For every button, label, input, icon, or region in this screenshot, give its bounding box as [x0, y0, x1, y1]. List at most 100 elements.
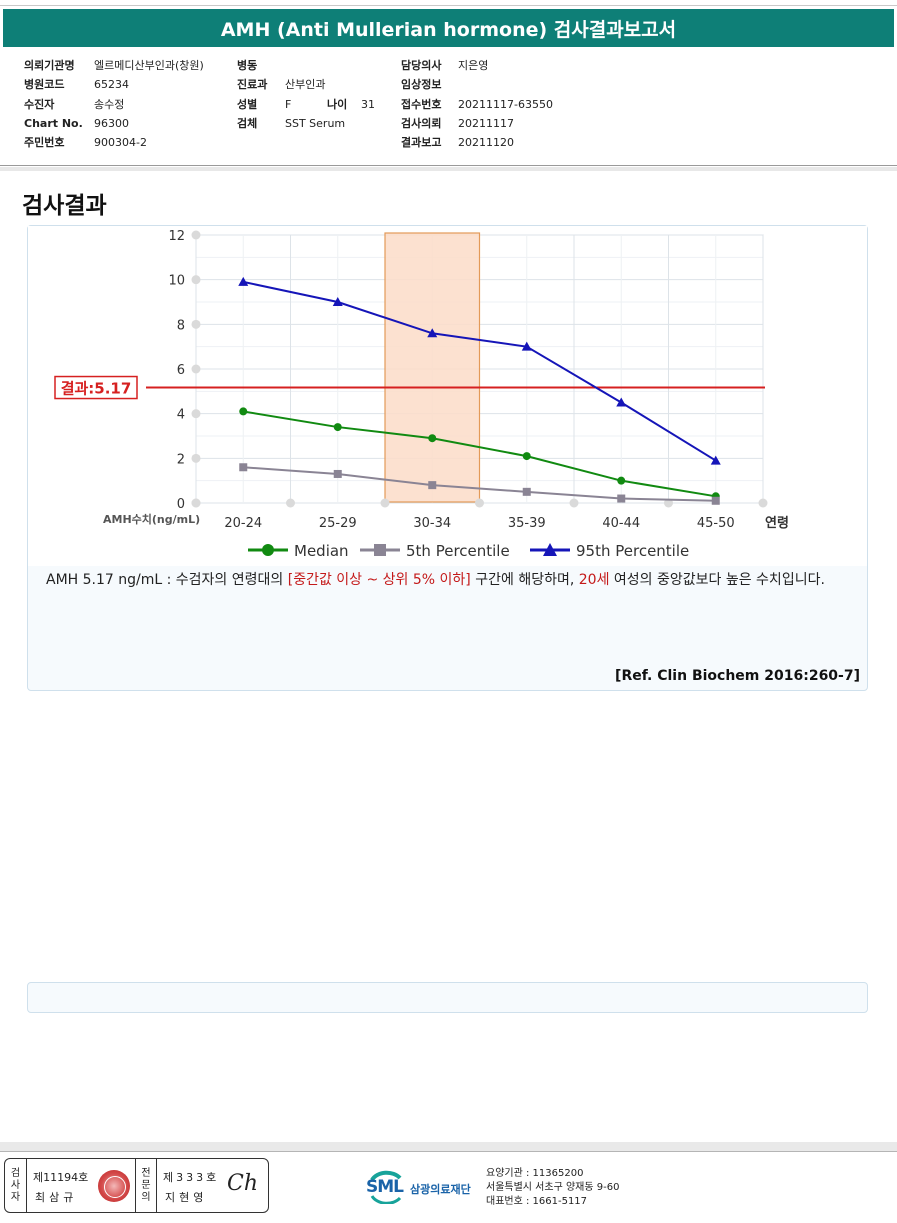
result-label: 결과:5.17: [61, 380, 132, 398]
info-col3-label: 접수번호: [401, 97, 442, 111]
info-col3-value: 20211117: [458, 116, 514, 130]
info-col3-row: 접수번호 20211117-63550: [401, 95, 553, 114]
info-col1-row: 수진자 송수정: [24, 95, 204, 114]
info-col1-value: 송수정: [94, 97, 125, 111]
specialist-signature: Ch: [227, 1171, 259, 1196]
x-tick-dot: [286, 498, 295, 508]
data-point: [333, 469, 342, 478]
info-col1-label: 주민번호: [24, 136, 65, 150]
info-col1-label: 수진자: [24, 97, 55, 111]
age-value: 31: [361, 97, 375, 111]
sex-value: F: [285, 97, 292, 111]
legend-marker: [543, 543, 557, 556]
data-point: [333, 423, 342, 432]
sml-logo-text: SML: [366, 1177, 404, 1197]
x-tick-label: 35-39: [508, 516, 546, 531]
vertical-char: 의: [141, 1191, 151, 1203]
ward-label: 병동: [237, 59, 258, 72]
data-point: [522, 487, 531, 496]
desc-age: 20세: [578, 572, 610, 588]
data-point: [427, 328, 438, 338]
data-point: [239, 463, 248, 472]
highlight-band: [384, 232, 481, 503]
x-axis-label: 연령: [765, 516, 789, 531]
data-point: [521, 341, 532, 351]
info-col1-row: 병원코드 65234: [24, 75, 204, 94]
sex-label: 성별: [237, 97, 258, 111]
series-line-2: [243, 280, 717, 462]
vertical-char: 전: [141, 1167, 151, 1179]
organization-name: 삼광의료재단: [410, 1183, 471, 1196]
data-point: [428, 434, 437, 443]
desc-part3: 여성의 중앙값보다 높은 수치입니다.: [609, 572, 825, 588]
data-point: [710, 455, 721, 465]
vertical-char: 검: [10, 1167, 21, 1179]
specialist-name: 지현영: [165, 1191, 208, 1204]
info-col1-value: 엘르메디산부인과(창원): [94, 59, 204, 72]
comment-panel: [27, 982, 868, 1013]
x-tick-label: 25-29: [319, 516, 357, 531]
x-tick-dot: [569, 498, 579, 508]
info-col3-value: 20211120: [458, 136, 514, 150]
y-tick-label: 10: [168, 274, 185, 289]
y-tick-dot: [191, 453, 201, 463]
info-col3-label: 검사의뢰: [401, 116, 442, 130]
data-point: [617, 476, 626, 485]
y-tick-label: 2: [177, 452, 185, 467]
organization-info: 요양기관 : 11365200 서울특별시 서초구 양재동 9-60 대표번호 …: [486, 1167, 619, 1209]
info-col3-row: 임상정보: [401, 75, 553, 94]
data-point: [617, 494, 626, 503]
desc-part1: AMH 5.17 ng/mL : 수검자의 연령대의: [46, 572, 288, 588]
info-col1-row: Chart No. 96300: [24, 114, 204, 133]
y-tick-label: 0: [177, 497, 185, 512]
y-axis-label: AMH수치(ng/mL): [103, 512, 200, 526]
sml-logo-icon: [370, 1170, 402, 1204]
report-title: AMH (Anti Mullerian hormone) 검사결과보고서: [3, 9, 894, 47]
data-point: [238, 276, 249, 286]
info-col1-row: 주민번호 900304-2: [24, 133, 204, 152]
series-line-1: [243, 466, 716, 502]
patient-info-col1: 의뢰기관명 엘르메디산부인과(창원) 병원코드 65234 수진자 송수정 Chart No…: [24, 56, 204, 152]
vertical-char: 문: [141, 1179, 151, 1191]
x-tick-dot: [475, 498, 484, 508]
info-col3-label: 결과보고: [401, 136, 442, 150]
y-tick-label: 6: [177, 363, 185, 378]
examiner-name: 최삼규: [35, 1191, 78, 1204]
specialist-license: 제333호: [163, 1171, 220, 1184]
y-tick-dot: [191, 230, 201, 240]
info-col1-label: 의뢰기관명: [24, 59, 75, 72]
examiner-seal: [98, 1170, 130, 1202]
top-border: [0, 0, 897, 6]
result-description: AMH 5.17 ng/mL : 수검자의 연령대의 [중간값 이상 ~ 상위 …: [46, 569, 872, 592]
y-tick-dot: [191, 409, 201, 419]
vertical-char: 사: [10, 1179, 21, 1191]
info-col3-value: 20211117-63550: [458, 97, 553, 111]
info-col3-label: 임상정보: [401, 78, 442, 92]
section-title: 검사결과: [22, 193, 107, 219]
x-tick-dot: [191, 498, 201, 508]
x-tick-label: 30-34: [413, 516, 451, 531]
info-col1-row: 의뢰기관명 엘르메디산부인과(창원): [24, 56, 204, 75]
reference-citation: [Ref. Clin Biochem 2016:260-7]: [615, 668, 860, 684]
organization-address: 서울특별시 서초구 양재동 9-60: [486, 1182, 620, 1193]
specimen-value: SST Serum: [285, 116, 346, 130]
series-line-0: [243, 410, 716, 498]
info-col1-value: 65234: [94, 78, 129, 92]
result-label-box: [54, 375, 138, 400]
y-tick-dot: [191, 319, 201, 329]
y-tick-dot: [191, 275, 201, 285]
info-col3-label: 담당의사: [401, 59, 442, 72]
data-point: [332, 297, 343, 306]
legend-marker: [262, 544, 274, 556]
amh-chart: 0 2 4 6 8 10 12 20-24 25-29 30-34 35-39 40-44 45-50 연…: [28, 226, 867, 566]
y-tick-dot: [191, 364, 201, 374]
info-col1-label: Chart No.: [24, 116, 83, 130]
info-col3-value: 지은영: [458, 59, 489, 72]
x-tick-label: 45-50: [697, 516, 735, 531]
info-col1-label: 병원코드: [24, 78, 65, 92]
footer-divider: [0, 1142, 897, 1152]
